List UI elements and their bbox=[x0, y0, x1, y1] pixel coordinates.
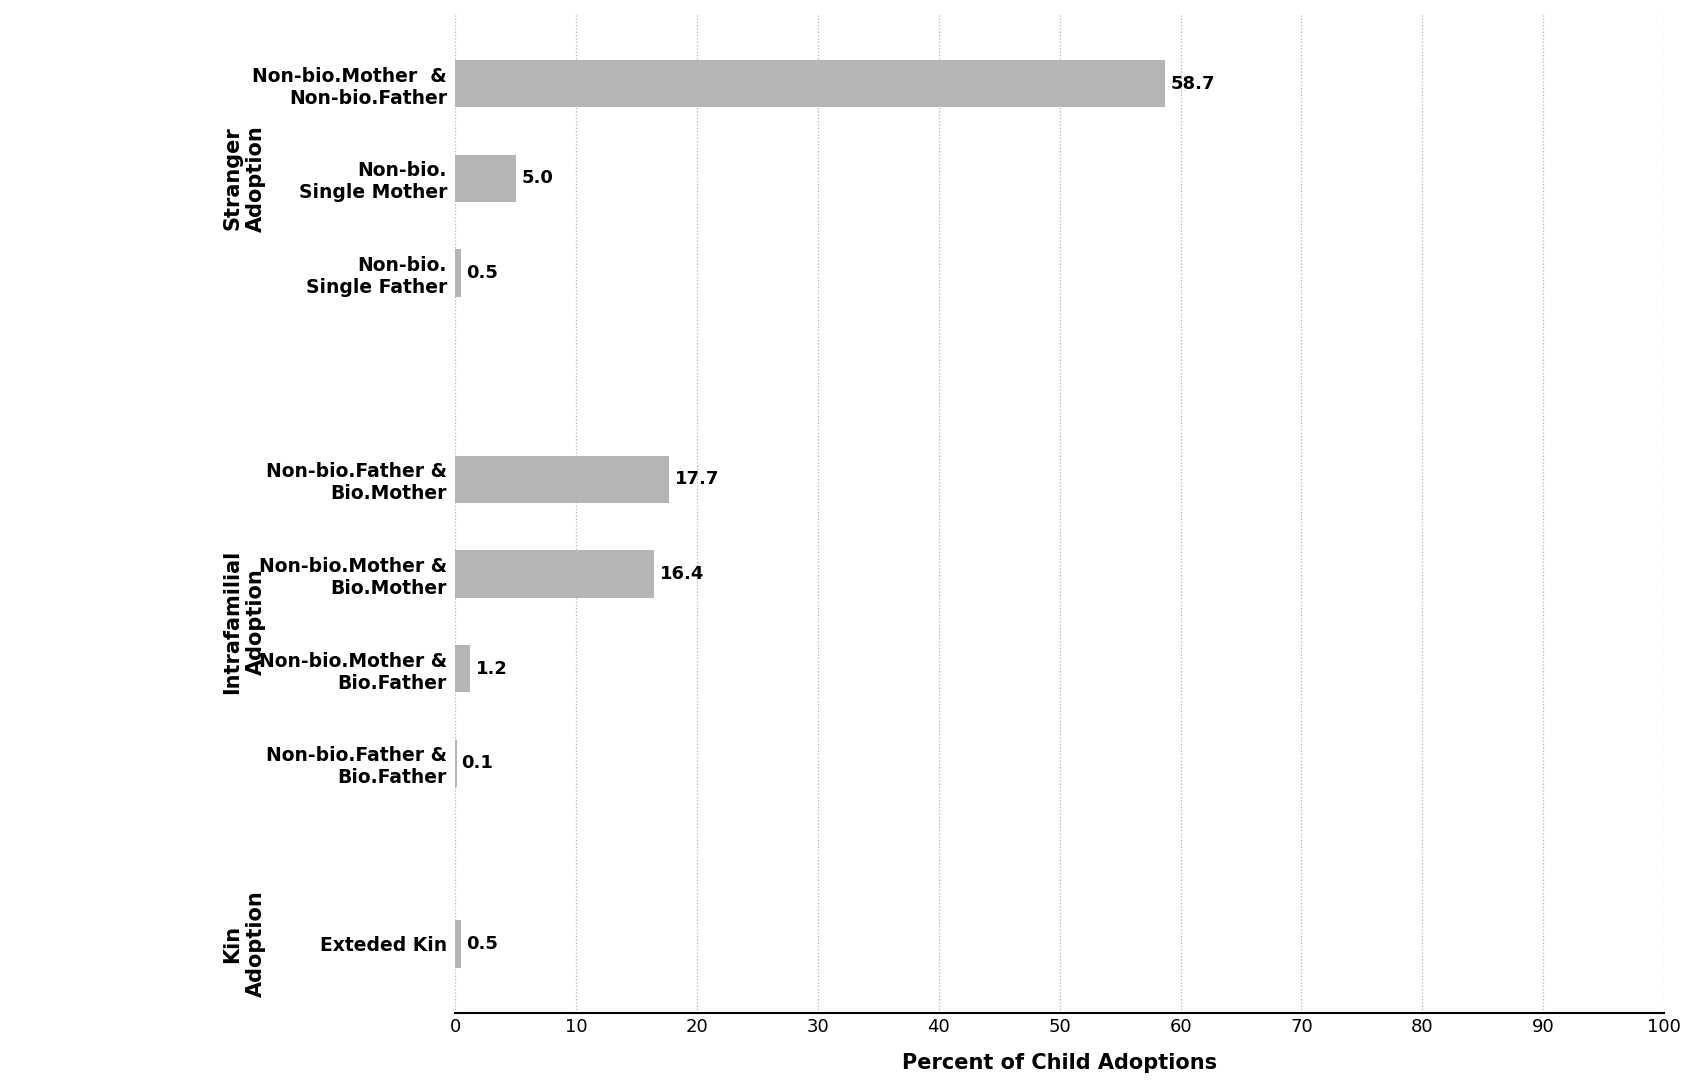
Text: Kin
Adoption: Kin Adoption bbox=[222, 891, 266, 998]
Text: 5.0: 5.0 bbox=[522, 170, 555, 187]
Text: 16.4: 16.4 bbox=[660, 565, 704, 583]
Bar bbox=[456, 645, 470, 692]
Bar bbox=[456, 60, 1165, 108]
Bar bbox=[456, 154, 516, 202]
Text: 0.5: 0.5 bbox=[466, 935, 499, 953]
Bar bbox=[456, 249, 461, 297]
Text: 0.1: 0.1 bbox=[461, 754, 494, 772]
Text: 17.7: 17.7 bbox=[675, 470, 719, 489]
Text: Stranger
Adoption: Stranger Adoption bbox=[222, 125, 266, 232]
Text: 58.7: 58.7 bbox=[1170, 75, 1216, 92]
X-axis label: Percent of Child Adoptions: Percent of Child Adoptions bbox=[902, 1053, 1218, 1073]
Text: 1.2: 1.2 bbox=[477, 659, 507, 678]
Text: Intrafamilial
Adoption: Intrafamilial Adoption bbox=[222, 549, 266, 693]
Bar bbox=[456, 456, 670, 503]
Bar bbox=[456, 920, 461, 967]
Bar bbox=[456, 551, 653, 597]
Text: 0.5: 0.5 bbox=[466, 264, 499, 282]
